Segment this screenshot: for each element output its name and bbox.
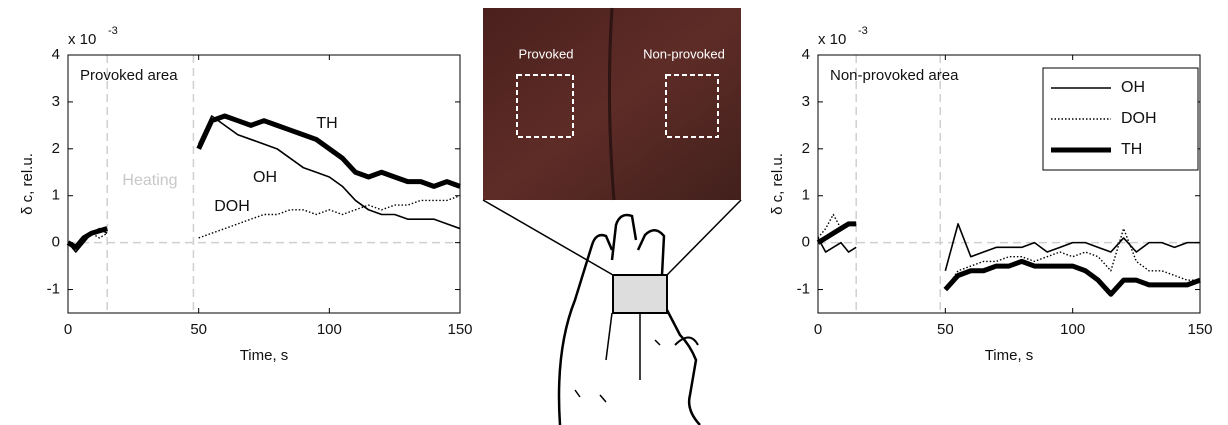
x-axis-label: Time, s: [240, 347, 289, 364]
finger: [638, 230, 664, 275]
series-label: DOH: [214, 198, 250, 215]
y-tick-label: 0: [802, 234, 810, 251]
x-tick-label: 100: [317, 321, 342, 338]
x-tick-label: 100: [1060, 321, 1085, 338]
y-tick-label: 1: [802, 187, 810, 204]
y-axis-label: δ c, rel.u.: [769, 153, 786, 215]
photo-label: Non-provoked: [643, 46, 725, 61]
y-tick-label: -1: [47, 281, 60, 298]
y-tick-label: 2: [52, 140, 60, 157]
y-axis-label: δ c, rel.u.: [19, 153, 36, 215]
hand-sketch: [483, 200, 741, 425]
finger: [612, 215, 636, 260]
legend-label: TH: [1121, 141, 1142, 158]
x-tick-label: 50: [937, 321, 954, 338]
axis-multiplier-exponent: -3: [858, 25, 868, 37]
zoom-line: [667, 200, 741, 275]
x-tick-label: 150: [1187, 321, 1212, 338]
figure: Provoked Non-provoked -101234050100150Ti…: [0, 0, 1228, 425]
zoom-line: [483, 200, 613, 275]
hand-detail: [575, 313, 660, 402]
annotation: Provoked area: [80, 67, 178, 84]
axis-multiplier: x 10: [818, 31, 846, 48]
y-tick-label: 3: [802, 93, 810, 110]
y-tick-label: -1: [797, 281, 810, 298]
photo-label: Provoked: [519, 46, 574, 61]
photo: Provoked Non-provoked: [483, 8, 741, 200]
y-tick-label: 0: [52, 234, 60, 251]
y-tick-label: 3: [52, 93, 60, 110]
x-tick-label: 50: [190, 321, 207, 338]
x-axis-label: Time, s: [985, 347, 1034, 364]
hand-outline: [559, 235, 612, 425]
x-tick-label: 150: [447, 321, 472, 338]
zoom-box: [613, 275, 667, 313]
hand-outline: [667, 310, 700, 425]
y-tick-label: 1: [52, 187, 60, 204]
annotation: Heating: [122, 172, 177, 189]
series-label: OH: [253, 169, 277, 186]
axis-multiplier-exponent: -3: [108, 25, 118, 37]
legend-label: OH: [1121, 79, 1145, 96]
annotation: Non-provoked area: [830, 67, 959, 84]
y-tick-label: 4: [52, 46, 60, 63]
x-tick-label: 0: [814, 321, 822, 338]
series-label: TH: [316, 115, 337, 132]
y-tick-label: 4: [802, 46, 810, 63]
axis-multiplier: x 10: [68, 31, 96, 48]
x-tick-label: 0: [64, 321, 72, 338]
legend-label: DOH: [1121, 110, 1157, 127]
y-tick-label: 2: [802, 140, 810, 157]
